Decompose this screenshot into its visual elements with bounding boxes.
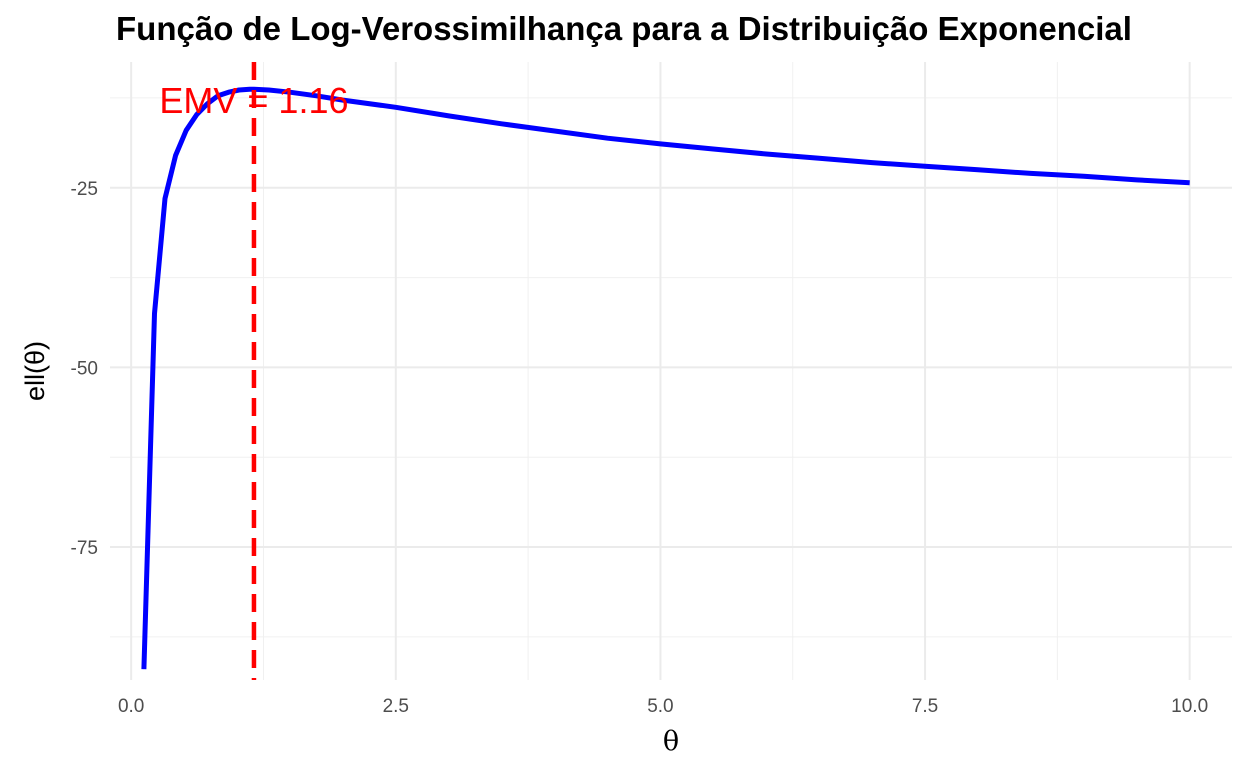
x-tick-label: 10.0 [1171,696,1208,717]
x-tick-label: 7.5 [912,696,938,717]
x-axis-title: θ [663,726,679,757]
emv-annotation: EMV = 1.16 [159,80,348,121]
text-layer: EMV = 1.16 0.0 2.5 5.0 7.5 10.0 -25 -50 -75 θ ell(… [20,80,1208,757]
y-tick-label: -50 [71,358,98,379]
y-tick-label: -75 [71,538,98,559]
series-line [141,86,1190,670]
y-axis-title: ell(θ) [20,341,50,401]
x-tick-label: 0.0 [118,696,144,717]
series-layer [141,86,1190,670]
chart-title: Função de Log-Verossimilhança para a Dis… [116,10,1132,47]
x-tick-label: 5.0 [647,696,673,717]
y-tick-label: -25 [71,179,98,200]
minor-gridlines [110,62,1232,680]
x-tick-label: 2.5 [383,696,409,717]
major-gridlines [110,62,1232,680]
